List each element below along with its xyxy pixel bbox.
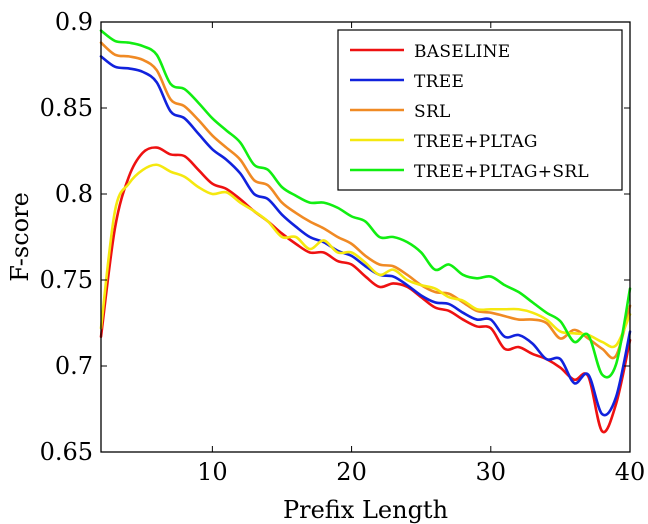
x-tick-label: 10 — [197, 458, 228, 486]
legend-label-srl: SRL — [414, 102, 451, 122]
legend: BASELINE TREE SRL TREE+PLTAG TREE+PLTAG+SRL — [337, 29, 623, 191]
x-tick-label: 20 — [336, 458, 367, 486]
plot-lines — [99, 29, 632, 434]
series-line-tree — [99, 55, 632, 417]
series-line-srl — [99, 41, 632, 360]
y-axis-label: F-score — [6, 192, 34, 282]
plot-frame — [100, 21, 631, 453]
legend-label-tree-pltag-srl: TREE+PLTAG+SRL — [414, 162, 589, 182]
x-tick-label: 30 — [476, 458, 507, 486]
x-tick-label: 40 — [615, 458, 646, 486]
y-tick-label: 0.8 — [55, 180, 93, 208]
y-tick-label: 0.65 — [40, 438, 93, 466]
axis-ticks: 10 20 30 40 0.9 0.85 0.8 0.75 0.7 0.65 — [40, 8, 646, 486]
y-tick-label: 0.7 — [55, 352, 93, 380]
legend-label-tree: TREE — [414, 72, 464, 92]
y-tick-label: 0.75 — [40, 266, 93, 294]
x-axis-label: Prefix Length — [283, 496, 448, 524]
y-tick-label: 0.85 — [40, 94, 93, 122]
legend-label-baseline: BASELINE — [414, 42, 511, 62]
series-line-tree-pltag — [99, 163, 632, 349]
y-tick-label: 0.9 — [55, 8, 93, 36]
legend-label-tree-pltag: TREE+PLTAG — [414, 132, 538, 152]
series-line-tree-pltag-srl — [99, 29, 632, 379]
